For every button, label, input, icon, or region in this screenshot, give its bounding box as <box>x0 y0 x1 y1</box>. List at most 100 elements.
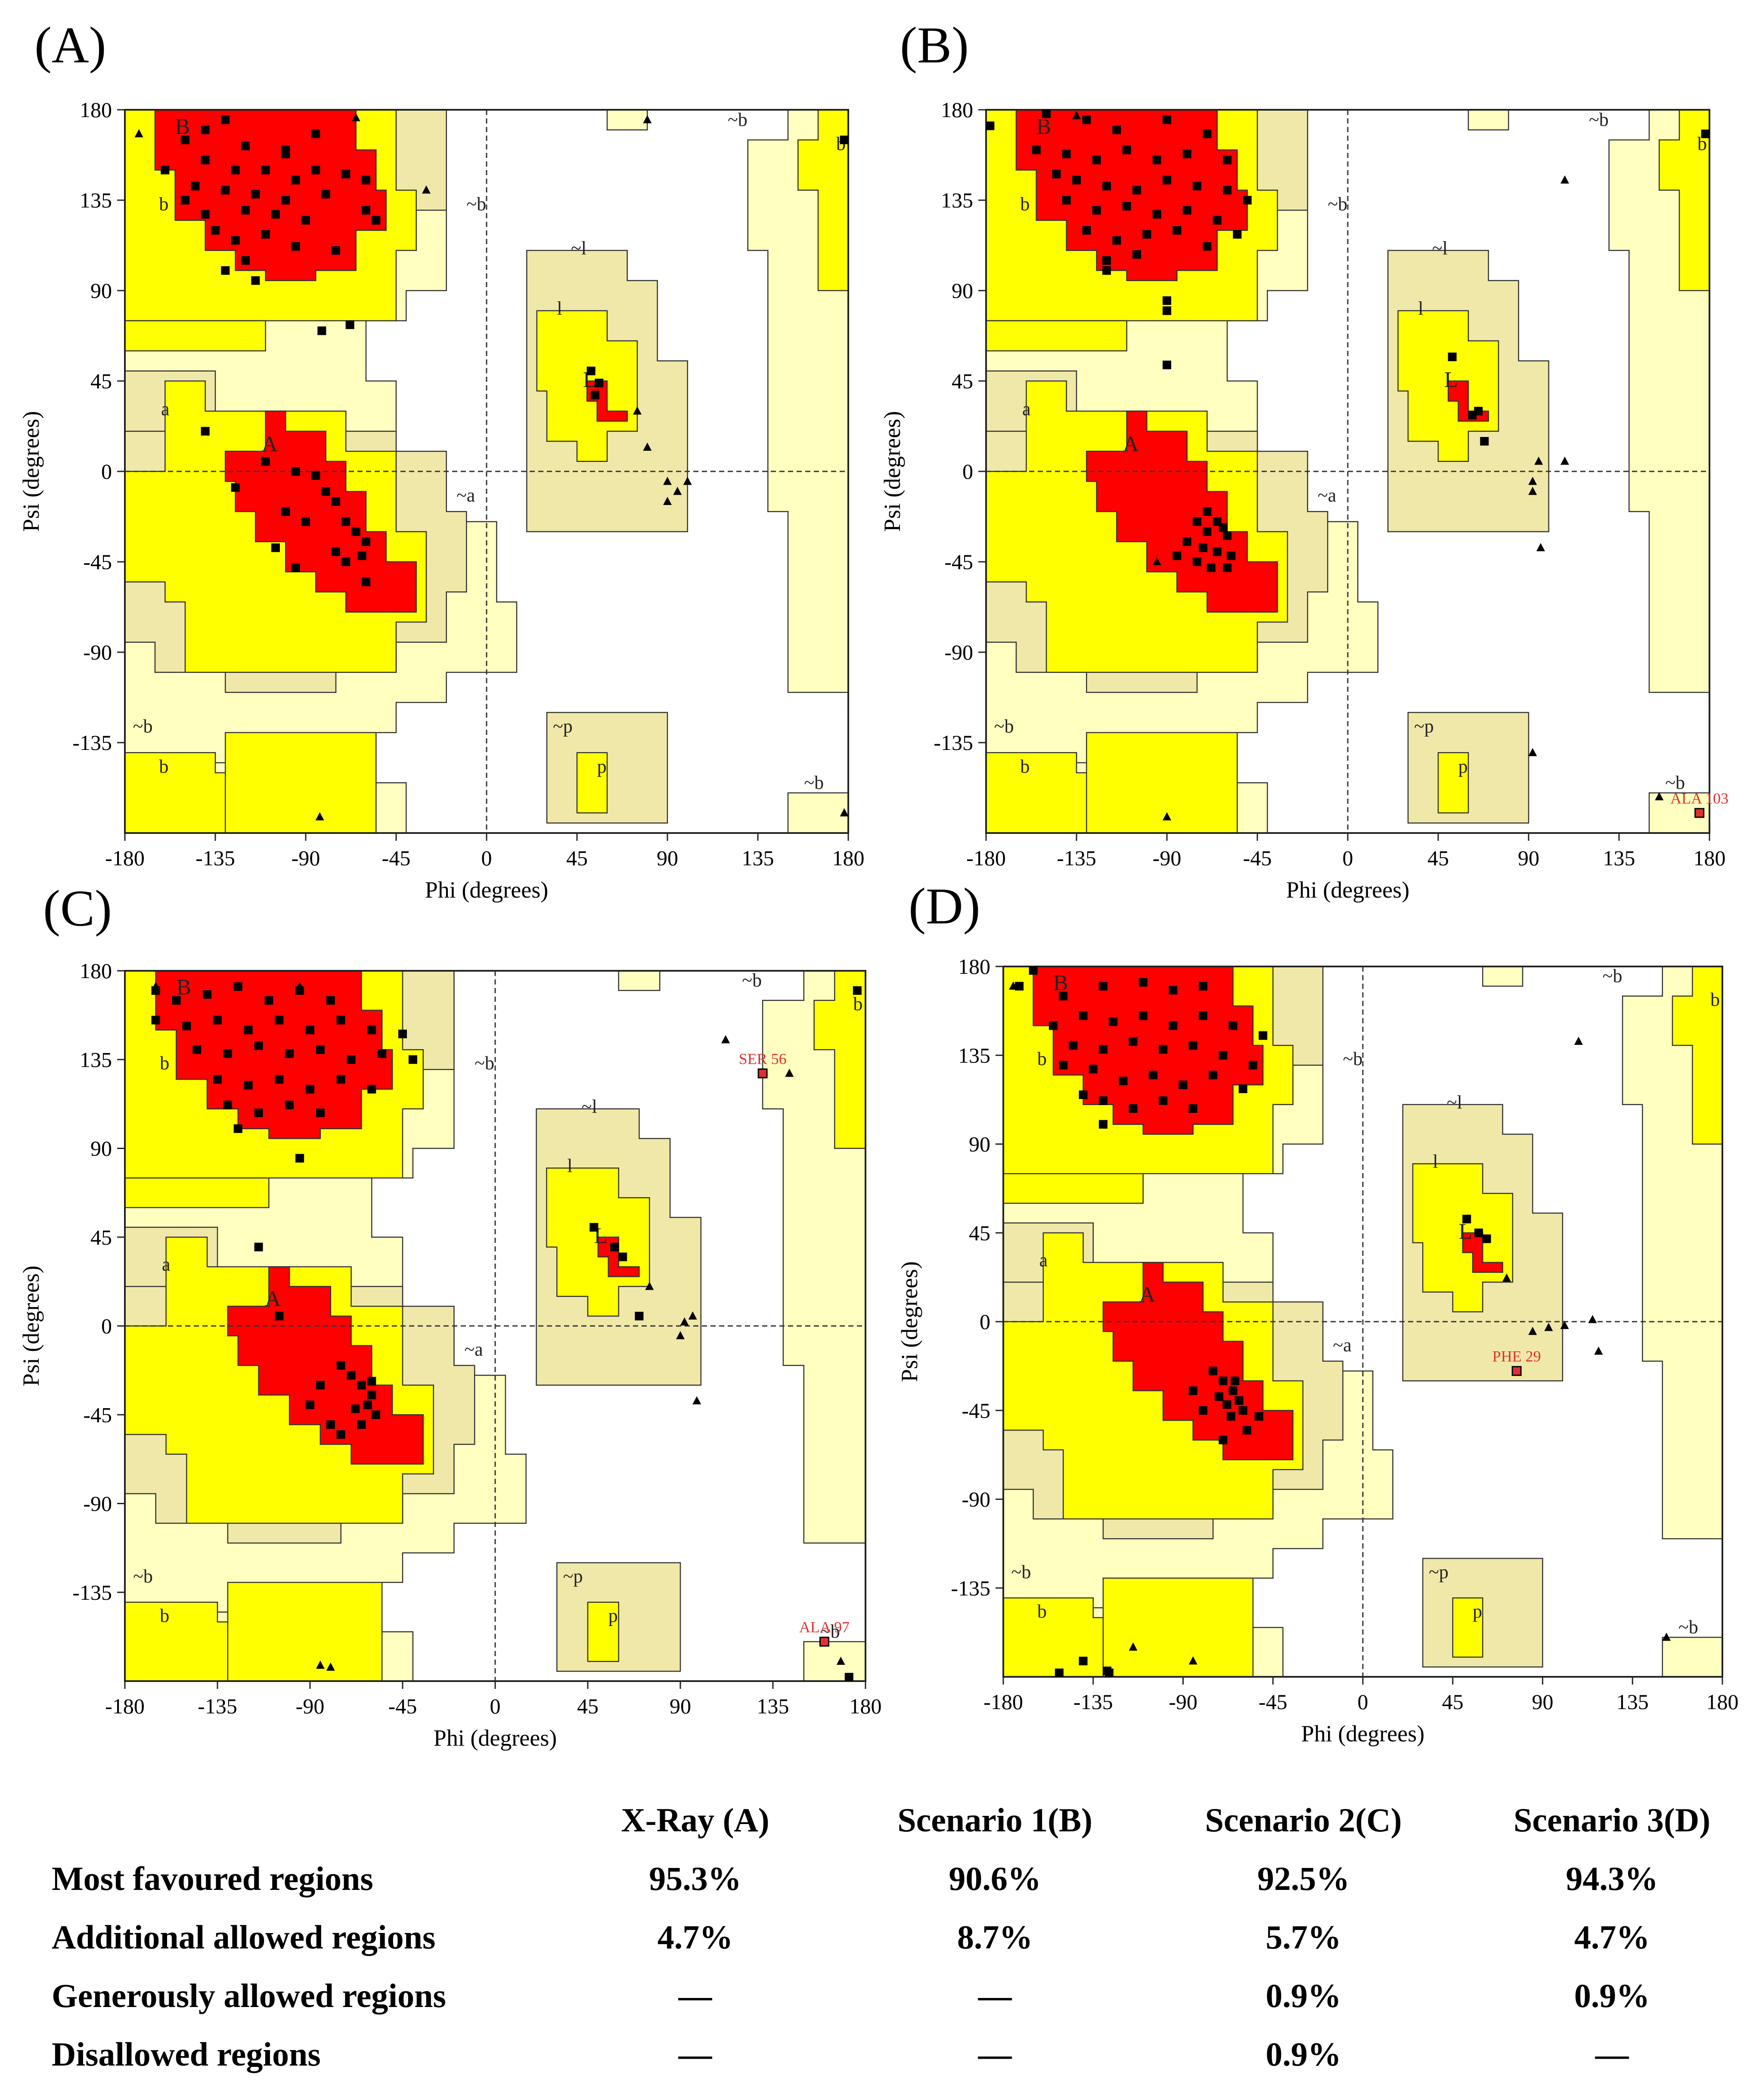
residue-point <box>1198 1406 1207 1415</box>
residue-point <box>1169 1021 1178 1030</box>
region-label: b <box>853 994 862 1015</box>
residue-point <box>1122 202 1131 211</box>
residue-point <box>1209 1366 1218 1375</box>
glycine-point <box>1129 1642 1138 1651</box>
x-tick-label: -180 <box>105 846 145 870</box>
residue-point <box>1182 149 1191 158</box>
residue-point <box>1213 216 1222 225</box>
region-generous_far <box>1648 792 1709 833</box>
x-tick-label: 45 <box>1427 846 1449 870</box>
residue-point <box>341 517 351 526</box>
residue-point <box>1242 1426 1251 1435</box>
x-tick-label: -180 <box>966 846 1006 870</box>
table-cell: — <box>1595 2035 1629 2073</box>
x-tick-label: -135 <box>1057 846 1096 870</box>
residue-point <box>1188 1386 1197 1395</box>
y-tick-label: 90 <box>90 279 112 303</box>
residue-point <box>1059 1061 1068 1070</box>
region-label: ~p <box>563 1566 583 1587</box>
glycine-point <box>1072 111 1081 119</box>
x-tick-label: 90 <box>670 1694 691 1718</box>
region-generous_far <box>1482 966 1523 987</box>
residue-points <box>134 113 848 821</box>
y-tick-label: -45 <box>944 550 973 574</box>
table-cell: — <box>678 2035 712 2073</box>
x-tick-label: 180 <box>832 846 865 870</box>
residue-point <box>264 996 273 1005</box>
residue-point <box>1109 1017 1118 1026</box>
table-row: Generously allowed regions — — 0.9% 0.9% <box>52 1967 1762 2025</box>
residue-point <box>1468 411 1477 420</box>
residue-point <box>1203 527 1212 536</box>
residue-point <box>182 1022 191 1031</box>
table-cell: 4.7% <box>1574 1918 1650 1956</box>
residue-point <box>191 182 200 191</box>
residue-point <box>1223 155 1232 164</box>
region-label: b <box>1020 756 1030 777</box>
residue-point <box>1235 1396 1244 1405</box>
region-label: p <box>1473 1601 1482 1622</box>
panel-label: (C) <box>43 880 112 937</box>
residue-point <box>271 210 280 219</box>
y-tick-label: 180 <box>80 98 112 122</box>
glycine-point <box>316 1660 325 1669</box>
x-tick-label: 45 <box>577 1694 599 1718</box>
residue-point <box>357 551 366 560</box>
residue-point <box>181 136 189 144</box>
residue-point <box>1129 1104 1138 1113</box>
flagged-residue-label: ALA 103 <box>1670 790 1728 807</box>
residue-point <box>261 230 270 239</box>
region-label: A <box>1139 1282 1155 1307</box>
residue-point <box>1223 186 1232 195</box>
table-cell: 0.9% <box>1574 1977 1650 2014</box>
region-label: ~p <box>1429 1561 1449 1583</box>
region-generous_far <box>803 1641 865 1681</box>
residue-point <box>1098 1120 1107 1129</box>
region-allowed <box>1086 732 1238 833</box>
residue-point <box>316 1045 325 1054</box>
region-generous_far <box>1467 110 1509 130</box>
glycine-point <box>643 443 652 451</box>
region-label: B <box>1036 115 1052 139</box>
row-label: Additional allowed regions <box>52 1918 436 1956</box>
residue-point <box>311 471 320 480</box>
residue-point <box>1219 1376 1228 1385</box>
residue-point <box>986 121 995 130</box>
residue-point <box>1163 176 1171 185</box>
residue-point <box>1474 1228 1483 1237</box>
residue-point <box>321 190 330 198</box>
region-label: a <box>161 398 170 419</box>
table-row: Additional allowed regions 4.7% 8.7% 5.7… <box>52 1908 1762 1967</box>
residue-point <box>1228 1021 1238 1030</box>
glycine-point <box>692 1396 701 1405</box>
table-header-scenario-2: Scenario 2(C) <box>1205 1801 1402 1839</box>
residue-point <box>1219 1436 1228 1444</box>
residue-point <box>223 1049 232 1058</box>
residue-point <box>281 146 290 155</box>
residue-point <box>1092 155 1101 164</box>
region-allowed <box>125 1177 270 1208</box>
table-row: Most favoured regions 95.3% 90.6% 92.5% … <box>52 1849 1762 1908</box>
residue-point <box>326 1420 335 1429</box>
y-tick-label: 90 <box>952 279 973 303</box>
residue-point <box>221 186 230 195</box>
residue-point <box>261 166 270 174</box>
glycine-point <box>1594 1346 1603 1355</box>
residue-point <box>362 537 370 546</box>
residue-point <box>332 547 340 556</box>
region-label: ~b <box>1011 1561 1031 1583</box>
glycine-point <box>1188 1656 1197 1665</box>
residue-point <box>316 1381 325 1390</box>
residue-point <box>201 125 210 134</box>
table-header-blank <box>52 1791 546 1849</box>
residue-point <box>1163 296 1171 305</box>
region-core <box>1448 380 1489 422</box>
glycine-point <box>663 497 672 505</box>
y-tick-label: -135 <box>72 731 112 755</box>
region-allowed <box>227 1582 383 1681</box>
residue-point <box>1138 978 1148 987</box>
x-tick-label: -90 <box>296 1694 325 1718</box>
residue-point <box>1215 1392 1223 1401</box>
residue-point <box>1098 1045 1107 1054</box>
region-label: b <box>1710 989 1720 1010</box>
